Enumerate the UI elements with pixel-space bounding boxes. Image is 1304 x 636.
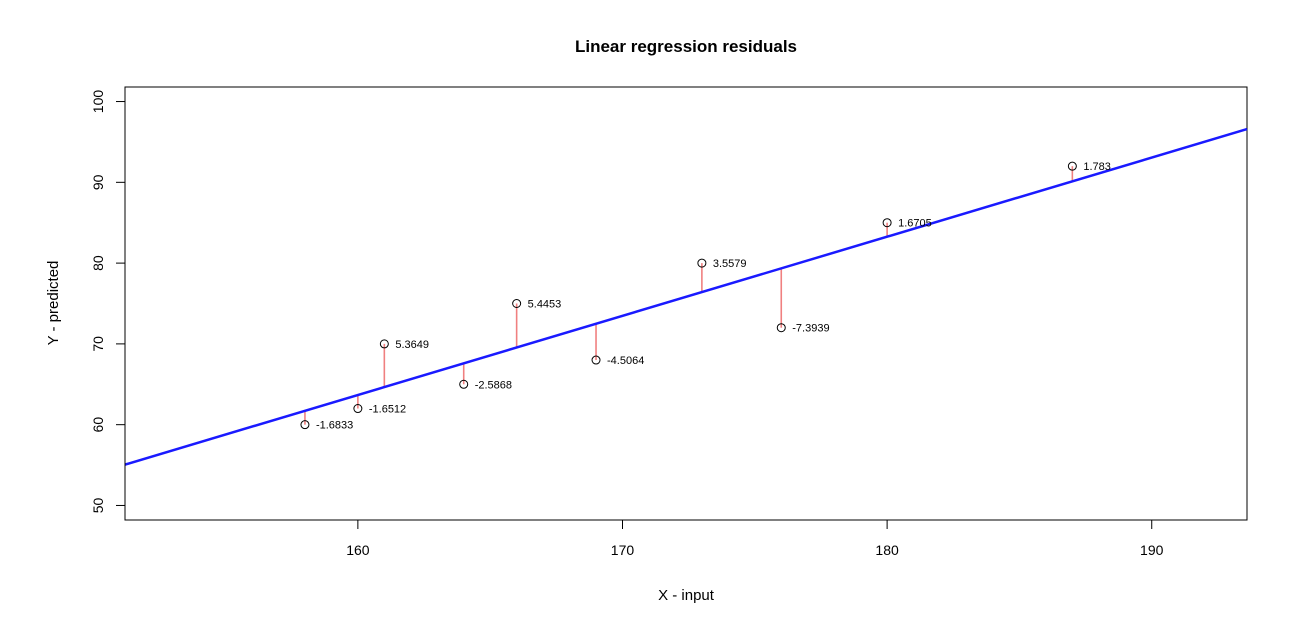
x-tick-label: 180: [875, 542, 899, 558]
data-point: [512, 299, 522, 308]
y-tick-label: 50: [90, 497, 106, 513]
x-tick-label: 190: [1140, 542, 1164, 558]
data-point: [379, 339, 389, 349]
residual-label: -7.3939: [792, 323, 829, 335]
data-point: [1067, 161, 1077, 171]
data-point: [697, 258, 707, 268]
residual-label: -1.6833: [316, 420, 353, 432]
x-axis-label: X - input: [658, 587, 715, 604]
residual-label: 1.783: [1083, 161, 1111, 173]
residual-label: -4.5064: [607, 355, 644, 367]
y-axis: 50 60 70 80 90 100: [90, 90, 126, 513]
data-point: [591, 355, 601, 365]
y-tick-label: 80: [90, 255, 106, 271]
residual-label: -1.6512: [369, 404, 406, 416]
residual-segments: [304, 166, 1074, 425]
regression-line: [124, 127, 1248, 466]
data-points: -1.6833 -1.6512 5.3649 -2.5868 5.4453 -4.5064…: [300, 161, 1111, 432]
data-point: [300, 420, 310, 430]
data-point: [776, 323, 786, 333]
residual-label: 1.6705: [898, 218, 932, 230]
y-tick-label: 70: [90, 336, 106, 352]
residual-label: 3.5579: [713, 258, 747, 270]
data-point: [353, 404, 363, 414]
y-tick-label: 100: [90, 90, 106, 114]
residual-label: 5.3649: [395, 339, 429, 351]
residual-label: 5.4453: [528, 299, 562, 311]
data-point: [459, 379, 469, 389]
chart-title: Linear regression residuals: [575, 37, 797, 56]
x-tick-label: 160: [346, 542, 370, 558]
y-axis-label: Y - predicted: [45, 261, 62, 346]
residual-label: -2.5868: [475, 379, 512, 391]
plot-border: [124, 86, 1248, 521]
y-tick-label: 60: [90, 417, 106, 433]
x-axis: 160 170 180 190: [346, 519, 1164, 558]
data-point: [882, 218, 892, 228]
x-tick-label: 170: [611, 542, 635, 558]
y-tick-label: 90: [90, 174, 106, 190]
